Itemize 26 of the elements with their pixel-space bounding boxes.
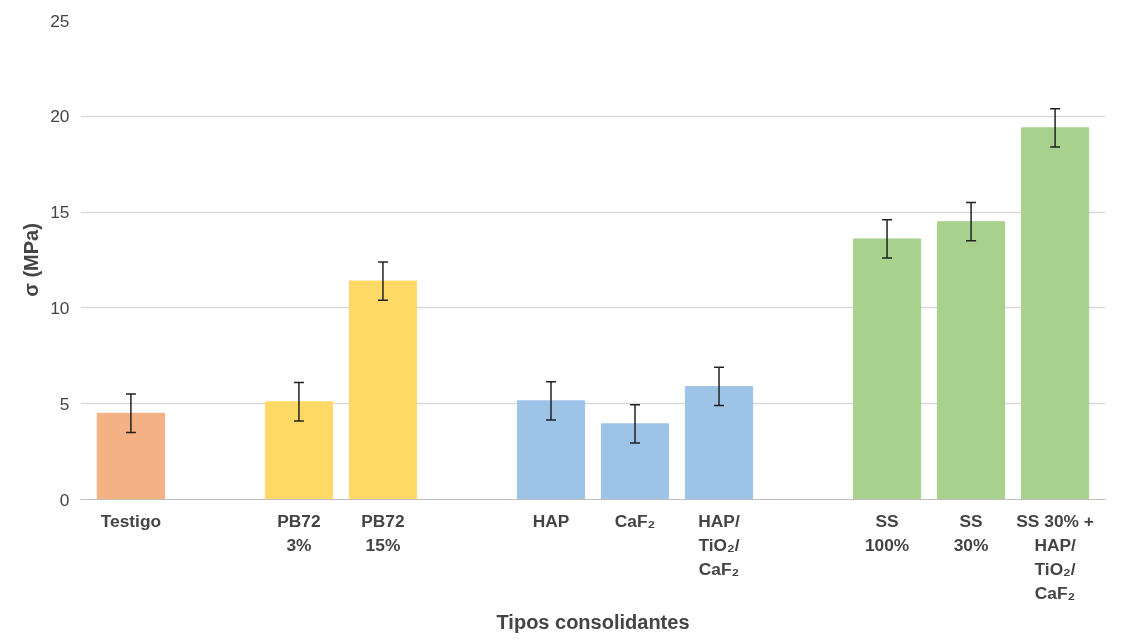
x-tick-label: PB72 15% (361, 510, 405, 555)
x-tick-label: CaF₂ (614, 510, 656, 531)
x-tick-label: SS 100% (864, 510, 910, 555)
bar (264, 401, 334, 500)
bar (852, 238, 922, 500)
y-tick-label: 15 (50, 202, 70, 223)
bar (96, 412, 166, 500)
bar (348, 280, 418, 500)
x-axis-title: Tipos consolidantes (496, 610, 690, 633)
y-tick-label: 25 (50, 10, 70, 31)
bar (684, 385, 754, 500)
y-tick-label: 5 (59, 393, 70, 414)
x-tick-label: PB72 3% (277, 510, 321, 555)
x-tick-label: SS 30% + HAP/ TiO₂/ CaF₂ (1016, 510, 1094, 603)
y-tick-label: 20 (50, 106, 70, 127)
bar (600, 423, 670, 500)
x-tick-label: SS 30% (953, 510, 989, 555)
y-axis-title: σ (MPa) (20, 223, 43, 297)
bar (516, 400, 586, 500)
bar (936, 221, 1006, 500)
x-tick-label: HAP/ TiO₂/ CaF₂ (698, 510, 740, 579)
x-tick-label: HAP (532, 510, 570, 531)
x-tick-label: Testigo (100, 510, 162, 531)
y-tick-label: 10 (50, 297, 70, 318)
bar (1020, 127, 1090, 500)
y-tick-label: 0 (59, 489, 70, 510)
